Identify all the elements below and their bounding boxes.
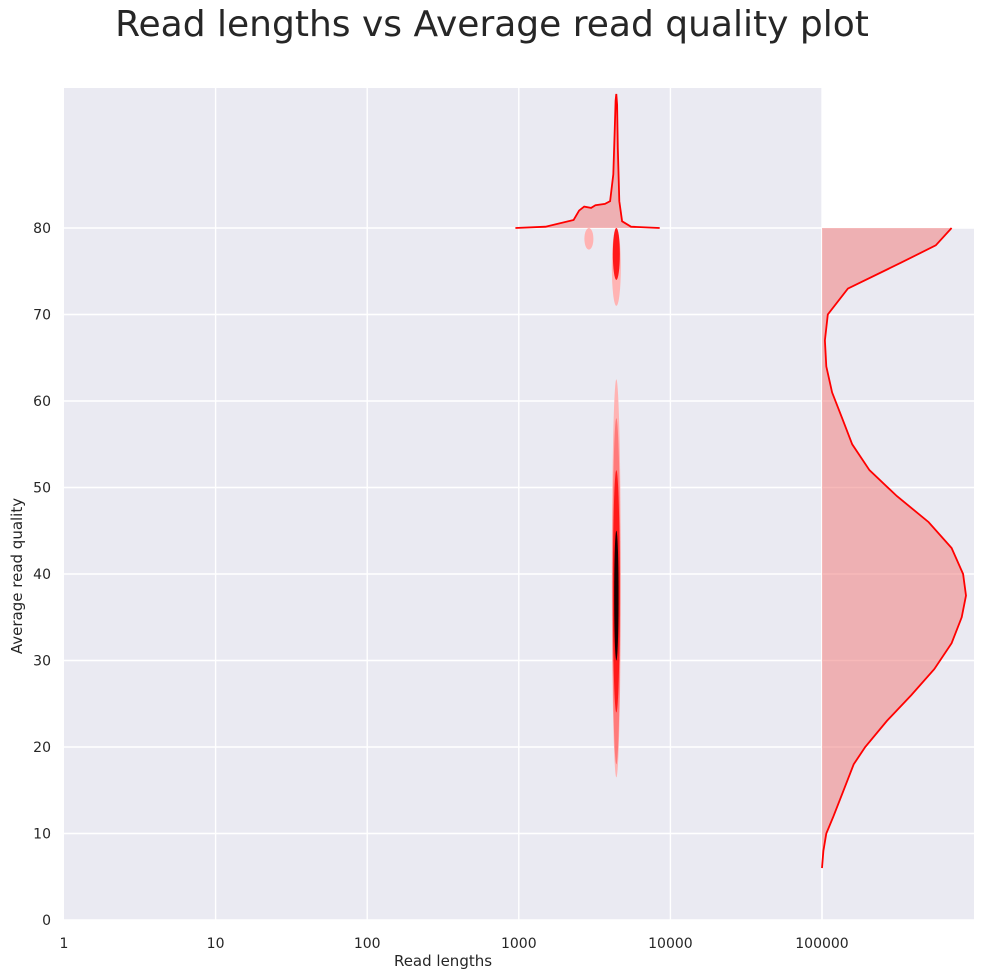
- top-marginal-background: [64, 88, 822, 228]
- y-tick-label: 30: [33, 654, 51, 670]
- marginal-x-kde-line: [515, 93, 660, 229]
- y-tick-label: 80: [33, 221, 51, 237]
- density-contour: [614, 530, 619, 661]
- x-tick-label: 100: [354, 936, 381, 952]
- marginal-y-kde-fill: [822, 228, 966, 869]
- y-axis-label: Average read quality: [8, 497, 26, 655]
- y-tick-label: 20: [33, 740, 51, 756]
- x-axis-label: Read lengths: [393, 952, 493, 970]
- y-tick-label: 50: [33, 481, 51, 497]
- y-tick-label: 0: [42, 913, 51, 929]
- x-tick-label: 1: [60, 936, 69, 952]
- x-tick-label: 100000: [795, 936, 848, 952]
- density-contour: [612, 228, 620, 280]
- y-tick-label: 60: [33, 394, 51, 410]
- x-tick-labels: 1 10 100 1000 10000 100000: [60, 936, 849, 952]
- marginal-y-kde-line: [821, 227, 967, 869]
- y-tick-label: 40: [33, 567, 51, 583]
- x-tick-label: 1000: [501, 936, 537, 952]
- joint-density-plot: [584, 227, 621, 778]
- x-tick-label: 10: [207, 936, 225, 952]
- marginal-x-kde: [515, 93, 660, 229]
- y-tick-label: 10: [33, 827, 51, 843]
- y-tick-label: 70: [33, 308, 51, 324]
- y-tick-labels: 0 10 20 30 40 50 60 70 80: [33, 221, 51, 929]
- chart-title: Read lengths vs Average read quality plo…: [115, 4, 869, 45]
- density-contour: [584, 228, 594, 250]
- x-tick-label: 10000: [648, 936, 693, 952]
- marginal-y-kde: [821, 227, 967, 869]
